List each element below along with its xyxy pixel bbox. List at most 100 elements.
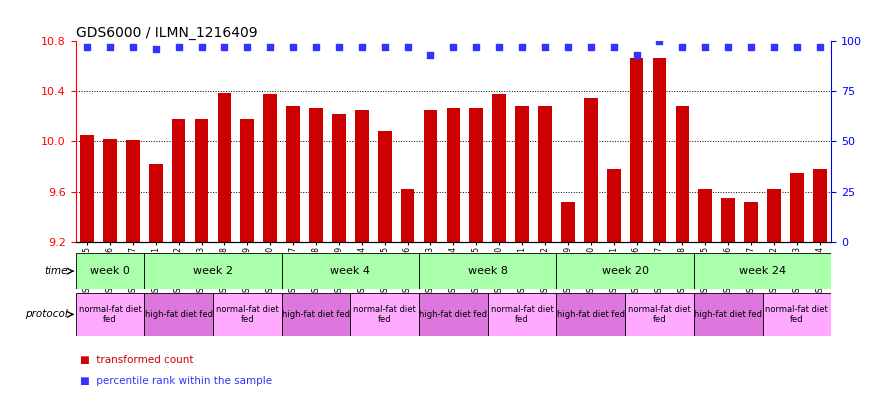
Point — [125, 44, 140, 50]
Point — [676, 44, 690, 50]
Text: ■  percentile rank within the sample: ■ percentile rank within the sample — [80, 376, 272, 386]
Text: normal-fat diet
fed: normal-fat diet fed — [629, 305, 691, 324]
Text: week 24: week 24 — [739, 266, 786, 276]
Point — [744, 44, 758, 50]
Text: week 2: week 2 — [193, 266, 233, 276]
Bar — [218, 93, 231, 242]
Bar — [557, 293, 625, 336]
Bar — [699, 189, 712, 242]
Text: normal-fat diet
fed: normal-fat diet fed — [353, 305, 416, 324]
Text: normal-fat diet
fed: normal-fat diet fed — [78, 305, 141, 324]
Bar — [144, 253, 282, 289]
Bar — [790, 173, 804, 242]
Point — [148, 46, 163, 52]
Bar — [378, 131, 391, 242]
Point — [606, 44, 621, 50]
Point — [515, 44, 529, 50]
Bar — [282, 293, 350, 336]
Bar — [126, 140, 140, 242]
Point — [698, 44, 712, 50]
Point — [789, 44, 804, 50]
Text: normal-fat diet
fed: normal-fat diet fed — [491, 305, 554, 324]
Bar — [561, 202, 575, 242]
Point — [355, 44, 369, 50]
Point — [538, 44, 552, 50]
Point — [653, 38, 667, 44]
Bar — [309, 108, 323, 242]
Text: time: time — [44, 266, 68, 276]
Point — [469, 44, 484, 50]
Bar — [424, 110, 437, 242]
Bar — [584, 97, 597, 242]
Bar — [693, 293, 763, 336]
Text: GDS6000 / ILMN_1216409: GDS6000 / ILMN_1216409 — [76, 26, 257, 40]
Bar — [625, 293, 693, 336]
Bar — [195, 119, 208, 242]
Bar — [332, 114, 346, 242]
Text: high-fat diet fed: high-fat diet fed — [557, 310, 625, 319]
Bar — [693, 253, 831, 289]
Bar — [103, 139, 116, 242]
Point — [308, 44, 323, 50]
Point — [172, 44, 186, 50]
Bar — [538, 107, 552, 242]
Bar — [607, 169, 621, 242]
Text: high-fat diet fed: high-fat diet fed — [282, 310, 350, 319]
Point — [446, 44, 461, 50]
Text: normal-fat diet
fed: normal-fat diet fed — [765, 305, 829, 324]
Point — [813, 44, 827, 50]
Bar — [419, 253, 557, 289]
Point — [378, 44, 392, 50]
Bar — [763, 293, 831, 336]
Point — [240, 44, 254, 50]
Bar — [419, 293, 488, 336]
Text: protocol: protocol — [25, 309, 68, 320]
Point — [263, 44, 277, 50]
Text: week 8: week 8 — [468, 266, 508, 276]
Bar — [76, 293, 144, 336]
Bar — [676, 107, 689, 242]
Point — [767, 44, 781, 50]
Point — [493, 44, 507, 50]
Text: week 4: week 4 — [331, 266, 371, 276]
Bar — [286, 107, 300, 242]
Text: week 0: week 0 — [90, 266, 130, 276]
Bar — [813, 169, 827, 242]
Bar — [493, 94, 506, 242]
Bar — [653, 57, 667, 242]
Point — [423, 52, 437, 59]
Bar — [144, 293, 213, 336]
Bar — [767, 189, 781, 242]
Bar — [282, 253, 419, 289]
Bar — [148, 164, 163, 242]
Bar — [76, 253, 144, 289]
Point — [217, 44, 231, 50]
Point — [103, 44, 117, 50]
Text: high-fat diet fed: high-fat diet fed — [420, 310, 487, 319]
Point — [286, 44, 300, 50]
Point — [195, 44, 209, 50]
Bar — [240, 119, 254, 242]
Bar — [446, 108, 461, 242]
Text: high-fat diet fed: high-fat diet fed — [694, 310, 762, 319]
Bar — [350, 293, 419, 336]
Bar — [629, 57, 644, 242]
Bar — [401, 189, 414, 242]
Bar — [469, 108, 483, 242]
Bar — [516, 107, 529, 242]
Bar — [172, 119, 186, 242]
Point — [721, 44, 735, 50]
Bar — [80, 135, 94, 242]
Text: ■  transformed count: ■ transformed count — [80, 354, 194, 365]
Text: normal-fat diet
fed: normal-fat diet fed — [216, 305, 278, 324]
Bar — [355, 110, 369, 242]
Bar — [557, 253, 693, 289]
Point — [584, 44, 598, 50]
Point — [561, 44, 575, 50]
Point — [629, 52, 644, 59]
Point — [80, 44, 94, 50]
Bar — [744, 202, 758, 242]
Text: week 20: week 20 — [602, 266, 649, 276]
Bar — [213, 293, 282, 336]
Point — [332, 44, 346, 50]
